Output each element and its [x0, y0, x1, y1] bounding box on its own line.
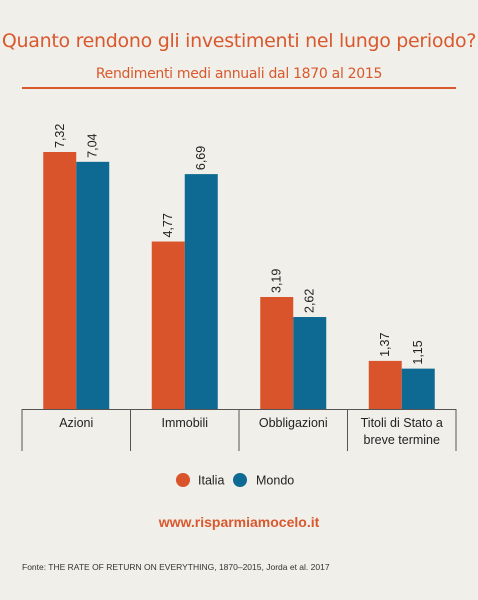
value-label-azioni-italia: 7,32 [53, 124, 67, 148]
value-label-titoli-stato-mondo: 1,15 [411, 340, 425, 364]
value-label-titoli-stato-italia: 1,37 [378, 333, 392, 357]
title-divider [22, 87, 456, 89]
legend-marker-mondo [233, 473, 247, 487]
bar-immobili-italia [151, 241, 185, 409]
chart-title: Quanto rendono gli investimenti nel lung… [1, 30, 477, 52]
x-tick-label-titoli-stato: breve termine [364, 433, 440, 447]
bar-obbligazioni-mondo [293, 317, 327, 409]
bar-immobili-mondo [184, 174, 218, 409]
bar-azioni-italia [43, 152, 77, 409]
bar-titoli-stato-mondo [401, 368, 435, 409]
value-label-obbligazioni-italia: 3,19 [270, 269, 284, 293]
bar-titoli-stato-italia [368, 360, 402, 409]
x-tick-label-obbligazioni: Obbligazioni [259, 416, 328, 430]
value-label-obbligazioni-mondo: 2,62 [303, 289, 317, 313]
value-label-immobili-mondo: 6,69 [194, 146, 208, 170]
legend-label-mondo: Mondo [256, 474, 294, 488]
website-link[interactable]: www.risparmiamocelo.it [158, 514, 320, 530]
bar-azioni-mondo [76, 161, 110, 409]
x-tick-label-azioni: Azioni [59, 416, 93, 430]
source-note: Fonte: THE RATE OF RETURN ON EVERYTHING,… [22, 562, 330, 572]
value-label-azioni-mondo: 7,04 [86, 133, 100, 157]
bar-obbligazioni-italia [260, 297, 294, 409]
x-tick-label-immobili: Immobili [161, 416, 208, 430]
legend-marker-italia [176, 473, 190, 487]
chart-subtitle: Rendimenti medi annuali dal 1870 al 2015 [95, 66, 383, 82]
legend-label-italia: Italia [198, 474, 224, 488]
x-tick-label-titoli-stato: Titoli di Stato a [361, 416, 443, 430]
value-label-immobili-italia: 4,77 [161, 213, 175, 237]
